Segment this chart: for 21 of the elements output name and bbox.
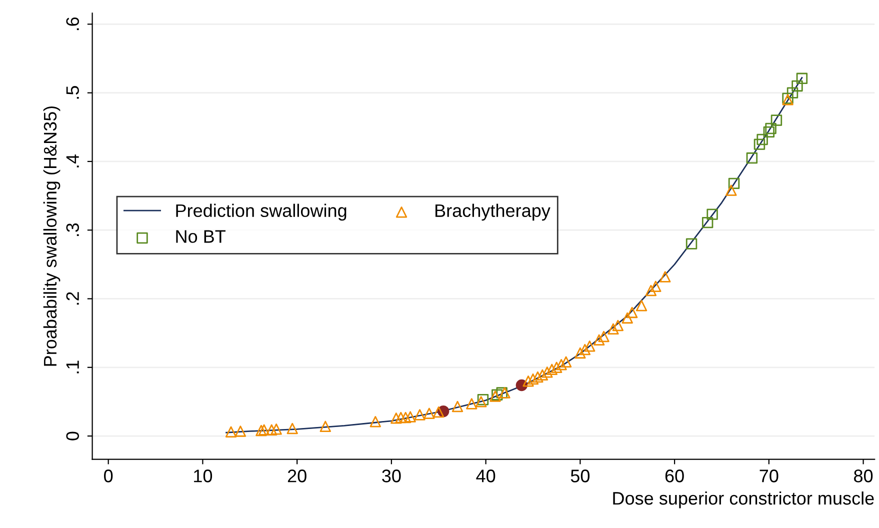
x-axis-title: Dose superior constrictor muscle bbox=[613, 491, 874, 508]
legend-label: No BT bbox=[176, 230, 226, 243]
x-tick-label: 60 bbox=[665, 470, 684, 482]
x-tick-label: 30 bbox=[382, 470, 401, 482]
y-axis-title: Proabability swallowing (H&N35) bbox=[43, 106, 60, 366]
legend-label: Brachytherapy bbox=[436, 204, 550, 221]
x-tick-label: 80 bbox=[854, 470, 873, 482]
y-tick-label: .3 bbox=[66, 223, 80, 236]
x-tick-label: 20 bbox=[288, 470, 306, 482]
y-tick-label: .5 bbox=[66, 86, 80, 99]
x-tick-label: 40 bbox=[476, 470, 496, 482]
x-tick-label: 50 bbox=[570, 470, 590, 482]
x-tick-label: 0 bbox=[104, 470, 113, 482]
x-tick-label: 70 bbox=[760, 470, 778, 482]
y-tick-label: .2 bbox=[66, 292, 79, 305]
y-tick-label: .4 bbox=[66, 154, 79, 168]
y-tick-label: 0 bbox=[66, 432, 80, 440]
y-tick-label: .6 bbox=[66, 17, 80, 30]
x-tick-label: 10 bbox=[194, 470, 212, 482]
legend-label: Prediction swallowing bbox=[176, 204, 346, 221]
y-tick-label: .1 bbox=[66, 360, 79, 374]
